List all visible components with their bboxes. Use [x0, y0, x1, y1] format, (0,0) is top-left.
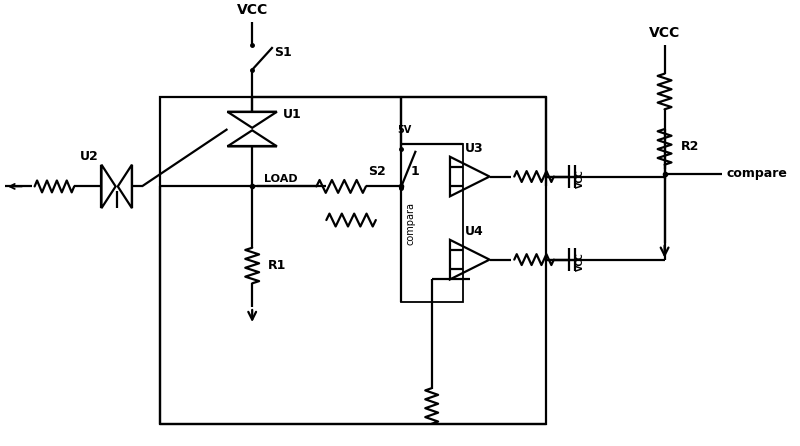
Bar: [401, 144, 463, 302]
Text: S2: S2: [368, 165, 386, 178]
Text: U3: U3: [465, 142, 483, 155]
Text: R1: R1: [268, 259, 286, 272]
Text: 1: 1: [410, 165, 419, 178]
Text: U4: U4: [465, 225, 483, 239]
Text: U2: U2: [80, 150, 98, 163]
Text: S1: S1: [274, 46, 292, 59]
Bar: [160, 97, 546, 424]
Text: R2: R2: [681, 140, 698, 153]
Text: VCC: VCC: [649, 26, 680, 40]
Text: LOAD: LOAD: [264, 173, 298, 183]
Text: U1: U1: [283, 108, 302, 121]
Text: VCC: VCC: [237, 3, 268, 17]
Text: VCC: VCC: [576, 252, 585, 271]
Text: 5V: 5V: [398, 125, 412, 135]
Text: compara: compara: [406, 202, 415, 244]
Text: compare: compare: [727, 167, 788, 180]
Text: VCC: VCC: [576, 169, 585, 188]
